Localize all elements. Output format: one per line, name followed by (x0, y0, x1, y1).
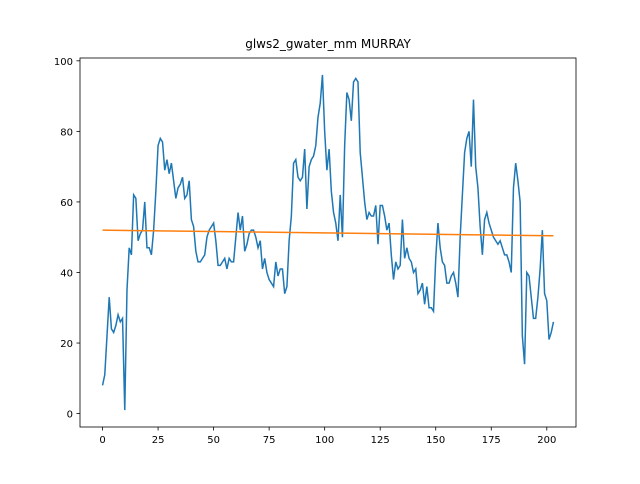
x-tick-label: 50 (207, 435, 220, 446)
y-tick-label: 100 (54, 57, 73, 68)
y-tick-label: 0 (67, 410, 73, 421)
chart-title: glws2_gwater_mm MURRAY (245, 37, 411, 51)
line-series (102, 229, 554, 237)
x-tick-label: 100 (315, 435, 334, 446)
x-tick-label: 200 (537, 435, 556, 446)
y-tick-label: 80 (60, 127, 73, 138)
y-tick-label: 20 (60, 339, 73, 350)
y-tick-label: 60 (60, 198, 73, 209)
x-tick-label: 25 (152, 435, 165, 446)
x-tick-label: 150 (426, 435, 445, 446)
plot-frame (79, 57, 577, 428)
x-tick-label: 125 (371, 435, 390, 446)
x-tick-label: 175 (482, 435, 501, 446)
x-tick-label: 75 (263, 435, 276, 446)
y-tick-label: 40 (60, 268, 73, 279)
x-tick-label: 0 (99, 435, 105, 446)
line-series (101, 74, 555, 411)
